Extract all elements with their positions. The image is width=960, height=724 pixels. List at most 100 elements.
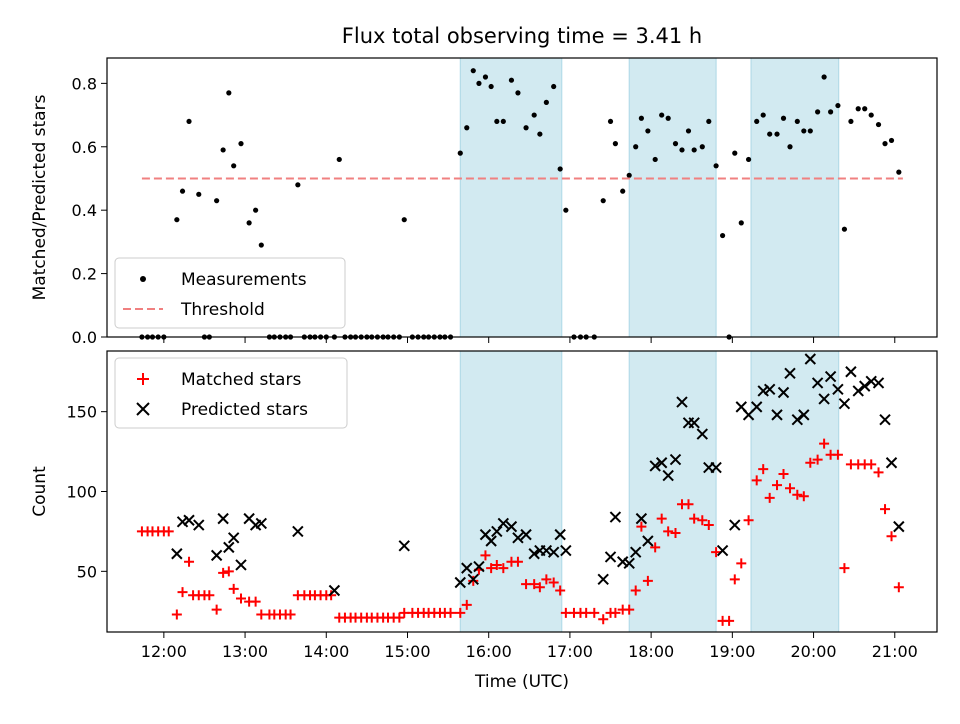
x-tick-label: 13:00	[222, 642, 268, 661]
matched-star-point	[455, 607, 466, 618]
matched-star-point	[642, 575, 653, 586]
measurement-point	[295, 182, 301, 188]
matched-star-point	[218, 567, 229, 578]
measurement-point	[515, 90, 521, 96]
y-axis-label: Count	[30, 466, 50, 517]
matched-star-point	[724, 615, 735, 626]
measurement-point	[807, 128, 813, 134]
predicted-star-point	[811, 377, 824, 389]
predicted-star-point	[505, 520, 518, 533]
matched-star-point	[689, 513, 700, 524]
measurement-point	[186, 118, 192, 125]
measurement-point	[557, 166, 563, 172]
predicted-star-point	[635, 512, 648, 525]
matched-star-point	[792, 489, 803, 500]
measurement-point	[841, 226, 848, 232]
measurement-point	[500, 118, 506, 125]
predicted-star-point	[798, 409, 810, 421]
measurement-point	[476, 80, 482, 86]
matched-star-point	[555, 585, 566, 596]
predicted-star-point	[669, 453, 682, 466]
predicted-star-point	[467, 573, 479, 586]
measurement-point	[563, 207, 569, 213]
measurement-point	[537, 131, 543, 137]
y-tick-label: 50	[77, 562, 97, 581]
matched-star-point	[204, 590, 215, 601]
predicted-star-point	[629, 546, 642, 558]
axes-frame	[106, 57, 938, 338]
measurement-point	[633, 144, 639, 150]
measurement-point	[780, 115, 787, 121]
matched-star-point	[758, 464, 769, 475]
measurement-point	[246, 220, 252, 226]
measurement-point	[794, 118, 800, 125]
measurement-point	[196, 191, 202, 197]
matched-star-point	[880, 504, 891, 515]
y-tick-label: 100	[66, 483, 97, 502]
matched-star-point	[729, 574, 740, 585]
measurement-point	[253, 207, 259, 213]
measurement-point	[745, 156, 752, 163]
measurement-point	[699, 144, 705, 150]
x-tick-label: 16:00	[466, 642, 512, 661]
measurement-point	[464, 125, 470, 131]
count-panel: 50 100 150 12:00 13:00 14:00 15:00 16:00 17:00 18…	[30, 350, 938, 692]
matched-star-point	[461, 599, 472, 610]
matched-star-point	[529, 579, 540, 590]
y-tick-label: 0.4	[72, 201, 97, 220]
predicted-star-point	[528, 548, 540, 560]
matched-star-point	[743, 515, 754, 526]
x-tick-label: 15:00	[384, 642, 430, 661]
measurement-point	[482, 74, 489, 80]
matched-star-point	[250, 596, 261, 607]
measurement-point	[457, 150, 463, 156]
matched-star-point	[491, 559, 502, 570]
matched-star-point	[663, 526, 674, 537]
matched-star-point	[893, 582, 904, 593]
measurement-point	[638, 115, 644, 121]
matched-star-point	[468, 575, 479, 586]
y-tick-label: 150	[66, 403, 97, 422]
measurement-point	[828, 109, 834, 115]
ratio-panel: 0.0 0.2 0.4 0.6 0.8 Matched/Predicted stars Me…	[30, 57, 938, 347]
legend: Matched stars Predicted stars	[114, 357, 348, 429]
predicted-star-point	[655, 457, 668, 469]
predicted-star-point	[696, 428, 709, 440]
matched-star-point	[751, 475, 762, 486]
matched-star-point	[480, 550, 491, 561]
predicted-star-point	[554, 528, 566, 541]
x-tick-label: 18:00	[628, 642, 674, 661]
measurement-point	[821, 74, 827, 80]
measurement-point	[543, 99, 549, 105]
matched-star-point	[624, 604, 635, 615]
predicted-star-point	[597, 573, 609, 586]
predicted-star-point	[879, 413, 891, 426]
legend-dot-marker	[140, 276, 146, 282]
matched-star-point	[630, 585, 641, 596]
matched-star-point	[873, 467, 884, 478]
matched-star-point	[326, 590, 337, 601]
matched-star-point	[736, 558, 747, 569]
measurement-point	[888, 137, 895, 144]
predicted-star-point	[885, 457, 898, 469]
measurement-point	[551, 83, 557, 90]
predicted-star-point	[859, 380, 871, 392]
measurement-point	[679, 147, 685, 153]
matched-star-point	[598, 614, 609, 625]
measurement-point	[659, 112, 665, 118]
x-tick-label: 20:00	[791, 642, 837, 661]
measurement-point	[226, 90, 232, 96]
measurement-point	[652, 156, 658, 163]
measurement-point	[665, 115, 671, 121]
measurement-point	[531, 112, 537, 118]
matched-star-point	[163, 526, 174, 537]
predicted-star-point	[791, 413, 804, 426]
matched-star-point	[236, 593, 247, 604]
measurement-point	[815, 109, 821, 115]
legend-label: Measurements	[181, 270, 307, 290]
predicted-star-point	[710, 461, 722, 474]
shaded-interval	[628, 57, 717, 338]
predicted-star-point	[235, 559, 247, 571]
measurement-point	[645, 128, 651, 134]
